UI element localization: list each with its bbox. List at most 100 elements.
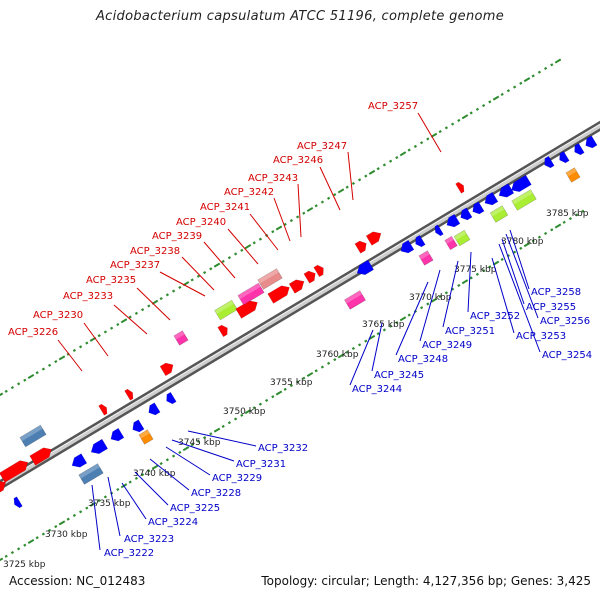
gene-label-acp-3240[interactable]: ACP_3240 [176, 217, 226, 228]
gene-label-acp-3231[interactable]: ACP_3231 [236, 459, 286, 470]
label-leader-line [498, 243, 541, 353]
tick-mark [426, 137, 430, 141]
gene-label-acp-3229[interactable]: ACP_3229 [212, 473, 262, 484]
tick-mark [500, 257, 504, 262]
gene-arrow [559, 150, 570, 164]
genome-backbone [0, 120, 600, 491]
label-leader-line [509, 229, 530, 290]
gene-label-acp-3257[interactable]: ACP_3257 [368, 101, 418, 112]
gene-label-acp-3226[interactable]: ACP_3226 [8, 327, 58, 338]
gene-arrow [455, 181, 465, 194]
tick-mark [35, 371, 39, 375]
tick-mark [227, 256, 231, 260]
feature-block [214, 299, 238, 321]
tick-mark [72, 513, 76, 518]
tick-mark [513, 85, 517, 89]
tick-mark [469, 276, 473, 280]
gene-label-acp-3245[interactable]: ACP_3245 [374, 370, 424, 381]
tick-mark [382, 163, 386, 167]
gene-arrow [544, 155, 555, 169]
gene-label-acp-3254[interactable]: ACP_3254 [542, 350, 592, 361]
tick-mark [203, 270, 207, 275]
gene-label-acp-3230[interactable]: ACP_3230 [33, 310, 83, 321]
gene-label-acp-3238[interactable]: ACP_3238 [130, 246, 180, 257]
gene-arrow [365, 231, 382, 246]
scale-label: 3750 kbp [223, 407, 266, 417]
gene-label-acp-3243[interactable]: ACP_3243 [248, 173, 298, 184]
tick-mark [252, 241, 256, 245]
gene-label-acp-3237[interactable]: ACP_3237 [110, 260, 160, 271]
label-leader-line [203, 241, 236, 279]
tick-mark [438, 294, 442, 299]
gene-labels: ACP_3226 ACP_3230 ACP_3233 ACP_3235 ACP_3237… [8, 101, 592, 559]
tick-mark [296, 380, 300, 384]
gene-label-acp-3228[interactable]: ACP_3228 [191, 488, 241, 499]
gene-label-acp-3233[interactable]: ACP_3233 [63, 291, 113, 302]
gene-label-acp-3258[interactable]: ACP_3258 [531, 287, 581, 298]
label-leaders [57, 112, 541, 551]
tick-mark [240, 248, 244, 252]
gene-arrow [400, 239, 415, 254]
tick-mark [333, 193, 337, 197]
gene-label-acp-3241[interactable]: ACP_3241 [200, 202, 250, 213]
gene-label-acp-3253[interactable]: ACP_3253 [516, 331, 566, 342]
tick-mark [519, 246, 523, 250]
gene-arrow [415, 234, 426, 248]
tick-mark [159, 296, 163, 301]
label-leader-line [419, 269, 441, 342]
gene-label-acp-3244[interactable]: ACP_3244 [352, 384, 402, 395]
label-leader-line [134, 471, 169, 506]
gene-label-acp-3251[interactable]: ACP_3251 [445, 326, 495, 337]
tick-mark [85, 506, 89, 510]
tick-mark [258, 402, 262, 406]
gene-label-acp-3239[interactable]: ACP_3239 [152, 231, 202, 242]
scale-label: 3725 kbp [3, 560, 46, 570]
label-leader-line [505, 233, 539, 319]
tick-mark [461, 114, 469, 120]
gene-label-acp-3223[interactable]: ACP_3223 [124, 534, 174, 545]
tick-mark [469, 111, 473, 115]
tick-mark [79, 345, 83, 349]
tick-mark [10, 386, 14, 390]
tick-mark [213, 427, 221, 433]
feature-block [344, 290, 366, 310]
tick-mark [488, 100, 492, 104]
scale-label: 3730 kbp [45, 530, 88, 540]
gene-label-acp-3256[interactable]: ACP_3256 [540, 316, 590, 327]
gene-label-acp-3225[interactable]: ACP_3225 [170, 503, 220, 514]
tick-mark [457, 118, 461, 122]
gene-label-acp-3246[interactable]: ACP_3246 [273, 155, 323, 166]
tick-mark [54, 525, 58, 529]
scale-label: 3735 kbp [88, 499, 131, 509]
tick-mark [128, 315, 132, 319]
scale-label: 3785 kbp [546, 209, 589, 219]
tick-mark [4, 554, 8, 558]
tick-mark [172, 289, 176, 293]
gene-label-acp-3242[interactable]: ACP_3242 [224, 187, 274, 198]
tick-mark [368, 169, 376, 175]
gene-label-acp-3224[interactable]: ACP_3224 [148, 517, 198, 528]
tick-mark [492, 95, 500, 101]
gene-label-acp-3222[interactable]: ACP_3222 [104, 548, 154, 559]
label-leader-line [319, 166, 341, 211]
gene-label-acp-3255[interactable]: ACP_3255 [526, 302, 576, 313]
gene-label-acp-3252[interactable]: ACP_3252 [470, 311, 520, 322]
tick-mark [209, 267, 213, 271]
tick-mark [306, 206, 314, 212]
tick-mark [581, 209, 585, 213]
gene-label-acp-3232[interactable]: ACP_3232 [258, 443, 308, 454]
tick-mark [358, 178, 362, 182]
gene-label-acp-3248[interactable]: ACP_3248 [398, 354, 448, 365]
tick-mark [48, 363, 52, 367]
tick-mark [537, 70, 541, 74]
tick-mark [482, 104, 486, 108]
gene-label-acp-3247[interactable]: ACP_3247 [297, 141, 347, 152]
tick-mark [203, 435, 207, 440]
tick-mark [23, 378, 27, 382]
feature-glyphs [0, 135, 598, 509]
gene-label-acp-3249[interactable]: ACP_3249 [422, 340, 472, 351]
gene-label-acp-3235[interactable]: ACP_3235 [86, 275, 136, 286]
tick-mark [196, 439, 200, 443]
label-leader-line [371, 322, 383, 372]
